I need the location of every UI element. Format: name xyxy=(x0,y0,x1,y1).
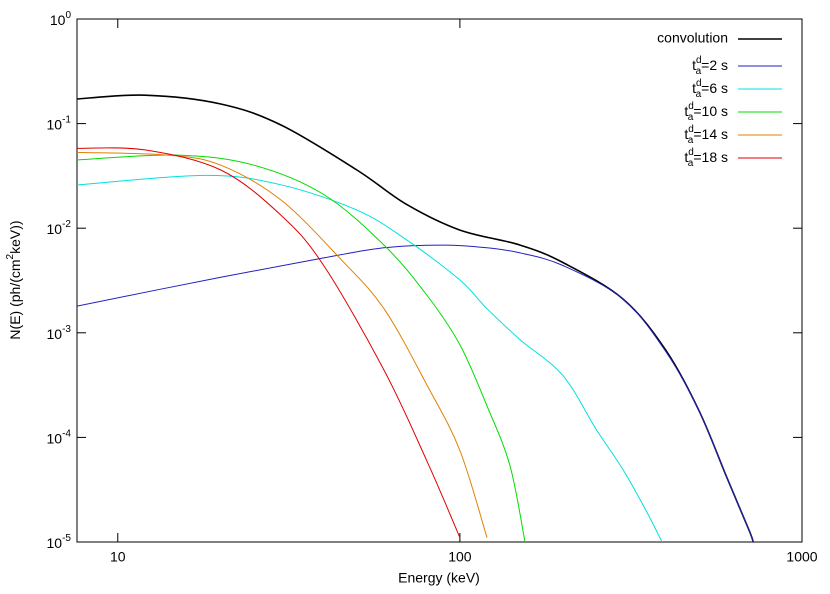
legend-label: td a=14 s xyxy=(684,124,728,146)
plot-frame xyxy=(76,18,803,543)
series-line xyxy=(77,151,488,538)
y-tick-label: 10-2 xyxy=(47,219,72,237)
legend-label: convolution xyxy=(657,30,728,46)
legend-label: td a=18 s xyxy=(684,147,728,169)
y-tick-label: 10-4 xyxy=(47,428,72,446)
plot-lines xyxy=(77,94,754,542)
y-axis-label: N(E) (ph/(cm2keV)) xyxy=(5,220,23,339)
legend-label: td a=6 s xyxy=(692,78,728,100)
y-tick-label: 10-1 xyxy=(47,114,72,132)
y-tick-label: 10-3 xyxy=(47,323,72,341)
legend-label: td a=2 s xyxy=(692,55,728,77)
y-tick-label: 100 xyxy=(50,10,72,28)
legend-label: td a=10 s xyxy=(684,101,728,123)
series-line xyxy=(77,244,754,542)
x-tick-label: 1000 xyxy=(786,549,817,565)
series-line xyxy=(77,174,663,542)
series-line xyxy=(77,147,461,538)
y-tick-label: 10-5 xyxy=(47,533,72,551)
x-tick-label: 100 xyxy=(448,549,472,565)
series-line xyxy=(77,94,754,542)
x-tick-label: 10 xyxy=(110,549,126,565)
x-axis-label: Energy (keV) xyxy=(398,570,480,586)
series-line xyxy=(77,154,526,542)
